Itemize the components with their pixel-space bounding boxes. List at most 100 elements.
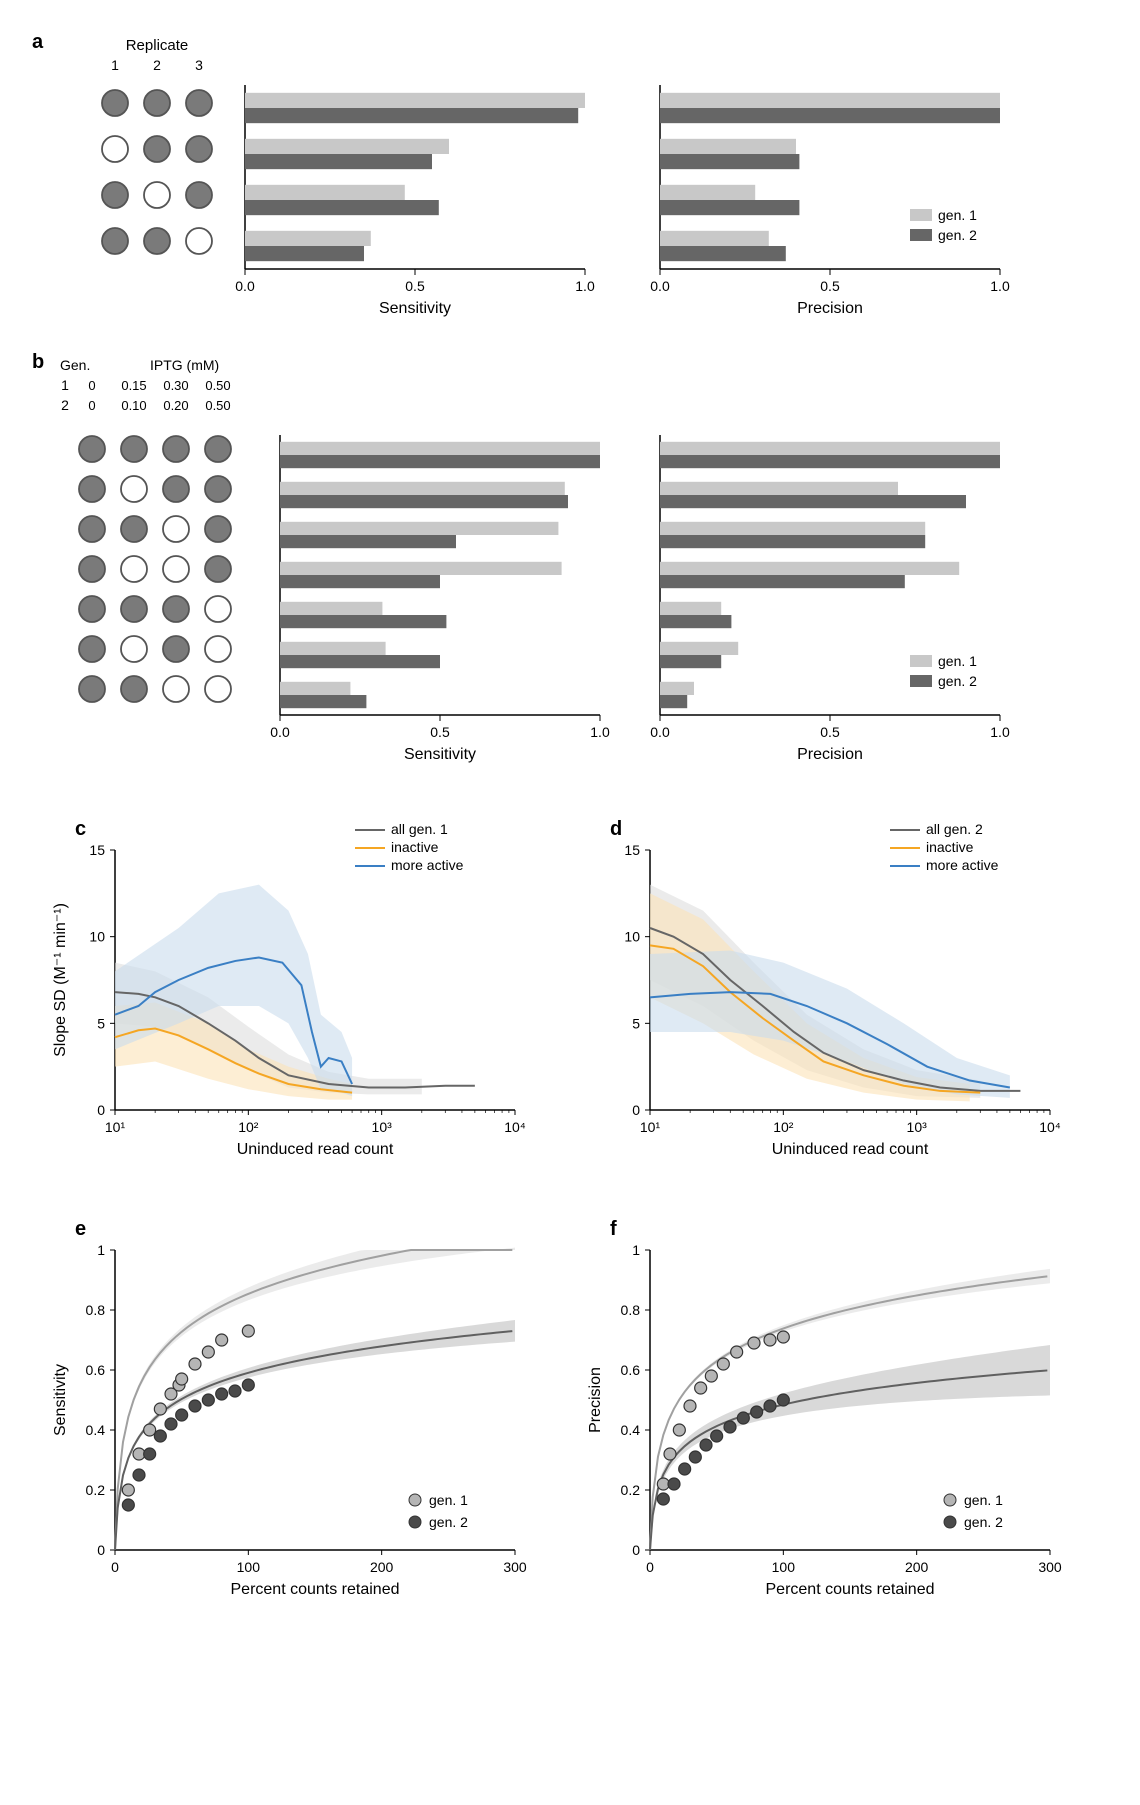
svg-text:1.0: 1.0 [990, 724, 1010, 740]
svg-text:10⁴: 10⁴ [1039, 1119, 1061, 1135]
svg-text:0.8: 0.8 [86, 1302, 106, 1318]
svg-text:5: 5 [632, 1015, 640, 1031]
svg-text:0: 0 [88, 398, 95, 413]
svg-text:2: 2 [153, 57, 161, 73]
svg-text:Replicate: Replicate [126, 37, 189, 54]
svg-text:gen. 1: gen. 1 [938, 207, 977, 223]
svg-text:1.0: 1.0 [990, 278, 1010, 294]
svg-text:10¹: 10¹ [105, 1119, 126, 1135]
svg-text:10⁴: 10⁴ [504, 1119, 526, 1135]
svg-text:inactive: inactive [926, 839, 974, 855]
svg-text:all gen. 1: all gen. 1 [391, 821, 448, 837]
svg-text:gen. 1: gen. 1 [964, 1492, 1003, 1508]
svg-text:0.50: 0.50 [205, 378, 230, 393]
svg-text:Slope SD (M⁻¹ min⁻¹): Slope SD (M⁻¹ min⁻¹) [52, 903, 69, 1057]
panel-b: b Gen. IPTG (mM) 1 0 0.15 0.30 0.50 2 0 0.10 0.20 0.… [32, 351, 1010, 763]
svg-text:Sensitivity: Sensitivity [52, 1364, 69, 1436]
svg-text:10: 10 [624, 929, 640, 945]
svg-text:0.4: 0.4 [86, 1422, 106, 1438]
svg-text:0: 0 [632, 1542, 640, 1558]
svg-text:10²: 10² [773, 1119, 794, 1135]
svg-text:Uninduced read count: Uninduced read count [772, 1141, 929, 1158]
svg-text:more active: more active [926, 857, 999, 873]
svg-text:1.0: 1.0 [590, 724, 610, 740]
svg-text:0.0: 0.0 [650, 724, 670, 740]
svg-text:1: 1 [111, 57, 119, 73]
svg-text:0.5: 0.5 [405, 278, 425, 294]
svg-text:15: 15 [624, 842, 640, 858]
svg-text:0.6: 0.6 [621, 1362, 641, 1378]
svg-text:0.2: 0.2 [86, 1482, 106, 1498]
svg-text:0.2: 0.2 [621, 1482, 641, 1498]
svg-text:3: 3 [195, 57, 203, 73]
svg-text:5: 5 [97, 1015, 105, 1031]
svg-text:more active: more active [391, 857, 464, 873]
panel-c: c 0 5 10 15 10¹ 10² 10³ 10⁴ Uninduced read count S… [52, 818, 526, 1158]
svg-text:100: 100 [237, 1559, 261, 1575]
svg-text:gen. 1: gen. 1 [938, 653, 977, 669]
svg-text:gen. 2: gen. 2 [429, 1514, 468, 1530]
svg-text:a: a [32, 31, 44, 53]
svg-text:200: 200 [905, 1559, 929, 1575]
svg-text:1: 1 [61, 377, 69, 393]
svg-text:10¹: 10¹ [640, 1119, 661, 1135]
svg-text:300: 300 [1038, 1559, 1062, 1575]
svg-text:200: 200 [370, 1559, 394, 1575]
svg-text:Precision: Precision [797, 300, 863, 317]
svg-text:b: b [32, 351, 44, 373]
figure-root: a Replicate 1 2 3 0.0 0.5 1.0 Sensitivity 0.0 0.5 1… [20, 20, 1120, 1785]
svg-text:Uninduced read count: Uninduced read count [237, 1141, 394, 1158]
svg-text:0.8: 0.8 [621, 1302, 641, 1318]
svg-text:1: 1 [632, 1242, 640, 1258]
svg-text:Percent counts retained: Percent counts retained [766, 1581, 935, 1598]
panel-f: f 0 100 200 300 0 0.2 0.4 0.6 0.8 1 Percent counts … [587, 1218, 1062, 1598]
figure-svg: a Replicate 1 2 3 0.0 0.5 1.0 Sensitivity 0.0 0.5 1… [20, 20, 1120, 1780]
svg-text:300: 300 [503, 1559, 527, 1575]
svg-text:0.0: 0.0 [650, 278, 670, 294]
svg-text:0: 0 [88, 378, 95, 393]
svg-text:0.5: 0.5 [820, 278, 840, 294]
svg-text:0.0: 0.0 [270, 724, 290, 740]
svg-text:gen. 2: gen. 2 [938, 227, 977, 243]
svg-text:0.10: 0.10 [121, 398, 146, 413]
svg-text:all gen. 2: all gen. 2 [926, 821, 983, 837]
svg-text:0.15: 0.15 [121, 378, 146, 393]
svg-text:10: 10 [89, 929, 105, 945]
svg-text:IPTG (mM): IPTG (mM) [150, 357, 219, 373]
svg-text:0.50: 0.50 [205, 398, 230, 413]
svg-text:0: 0 [646, 1559, 654, 1575]
svg-text:0.20: 0.20 [163, 398, 188, 413]
svg-text:f: f [610, 1218, 617, 1240]
panel-e: e010020030000.20.40.60.81Percent counts … [52, 1218, 527, 1598]
svg-text:0.5: 0.5 [820, 724, 840, 740]
svg-text:Gen.: Gen. [60, 357, 90, 373]
svg-text:inactive: inactive [391, 839, 439, 855]
svg-text:10²: 10² [238, 1119, 259, 1135]
svg-text:0.4: 0.4 [621, 1422, 641, 1438]
svg-text:e: e [75, 1218, 86, 1240]
svg-text:0: 0 [97, 1542, 105, 1558]
svg-text:Percent counts retained: Percent counts retained [231, 1581, 400, 1598]
svg-text:0.6: 0.6 [86, 1362, 106, 1378]
svg-text:Sensitivity: Sensitivity [404, 746, 476, 763]
svg-text:15: 15 [89, 842, 105, 858]
svg-text:10³: 10³ [907, 1119, 928, 1135]
svg-text:c: c [75, 818, 86, 840]
svg-text:100: 100 [772, 1559, 796, 1575]
svg-text:0.5: 0.5 [430, 724, 450, 740]
svg-text:d: d [610, 818, 622, 840]
panel-a: a Replicate 1 2 3 0.0 0.5 1.0 Sensitivity 0.0 0.5 1… [32, 31, 1010, 317]
svg-text:2: 2 [61, 397, 69, 413]
svg-text:0: 0 [97, 1102, 105, 1118]
svg-text:gen. 2: gen. 2 [938, 673, 977, 689]
svg-text:Precision: Precision [797, 746, 863, 763]
svg-text:0: 0 [632, 1102, 640, 1118]
svg-text:0.0: 0.0 [235, 278, 255, 294]
svg-text:1.0: 1.0 [575, 278, 595, 294]
svg-text:0: 0 [111, 1559, 119, 1575]
svg-text:10³: 10³ [372, 1119, 393, 1135]
panel-d: d 0 5 10 15 10¹ 10² 10³ 10⁴ Uninduced read count a… [610, 818, 1061, 1158]
svg-text:Sensitivity: Sensitivity [379, 300, 451, 317]
svg-text:gen. 1: gen. 1 [429, 1492, 468, 1508]
svg-text:0.30: 0.30 [163, 378, 188, 393]
